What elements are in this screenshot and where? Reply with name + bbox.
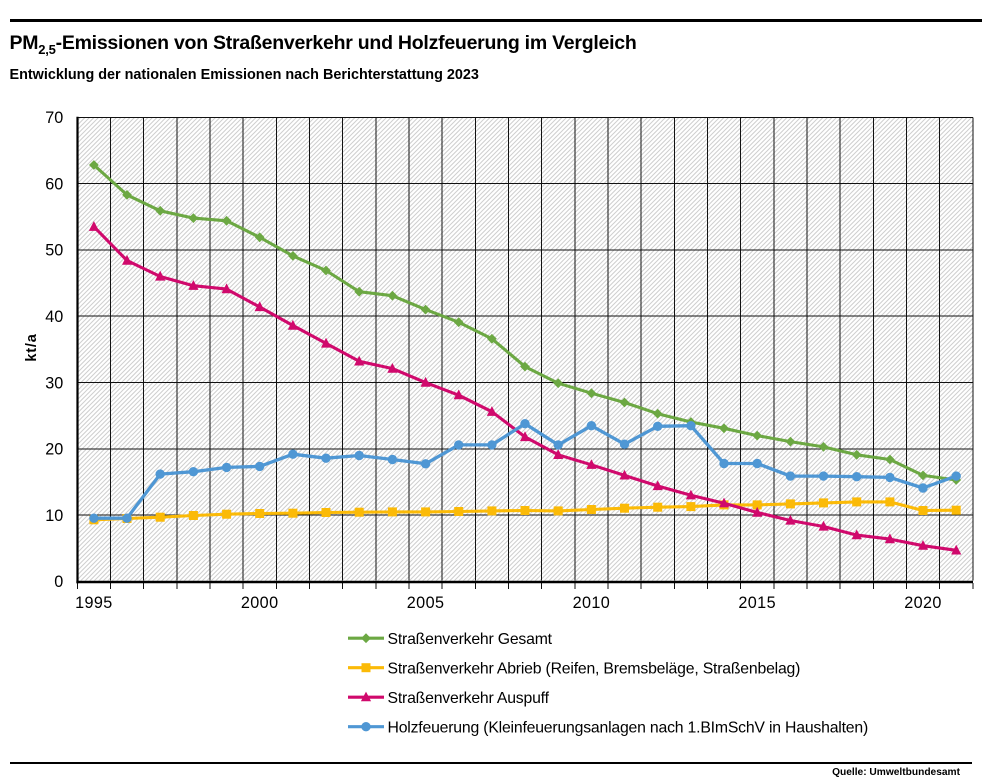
svg-text:Straßenverkehr Gesamt: Straßenverkehr Gesamt: [388, 631, 553, 648]
svg-text:1995: 1995: [75, 594, 113, 612]
svg-text:2020: 2020: [904, 594, 942, 612]
svg-text:70: 70: [45, 109, 63, 127]
svg-text:kt/a: kt/a: [24, 333, 40, 361]
svg-text:50: 50: [45, 242, 63, 260]
svg-text:60: 60: [45, 175, 63, 193]
svg-text:30: 30: [45, 374, 63, 392]
svg-text:Holzfeuerung (Kleinfeuerungsan: Holzfeuerung (Kleinfeuerungsanlagen nach…: [388, 719, 869, 736]
svg-text:40: 40: [45, 308, 63, 326]
svg-text:2005: 2005: [407, 594, 445, 612]
svg-text:Straßenverkehr Auspuff: Straßenverkehr Auspuff: [388, 690, 550, 707]
svg-text:Straßenverkehr Abrieb (Reifen,: Straßenverkehr Abrieb (Reifen, Bremsbelä…: [388, 660, 801, 677]
svg-text:0: 0: [54, 573, 63, 591]
svg-text:10: 10: [45, 507, 63, 525]
svg-text:2010: 2010: [573, 594, 611, 612]
svg-text:2015: 2015: [738, 594, 776, 612]
svg-text:2000: 2000: [241, 594, 279, 612]
svg-text:20: 20: [45, 441, 63, 459]
